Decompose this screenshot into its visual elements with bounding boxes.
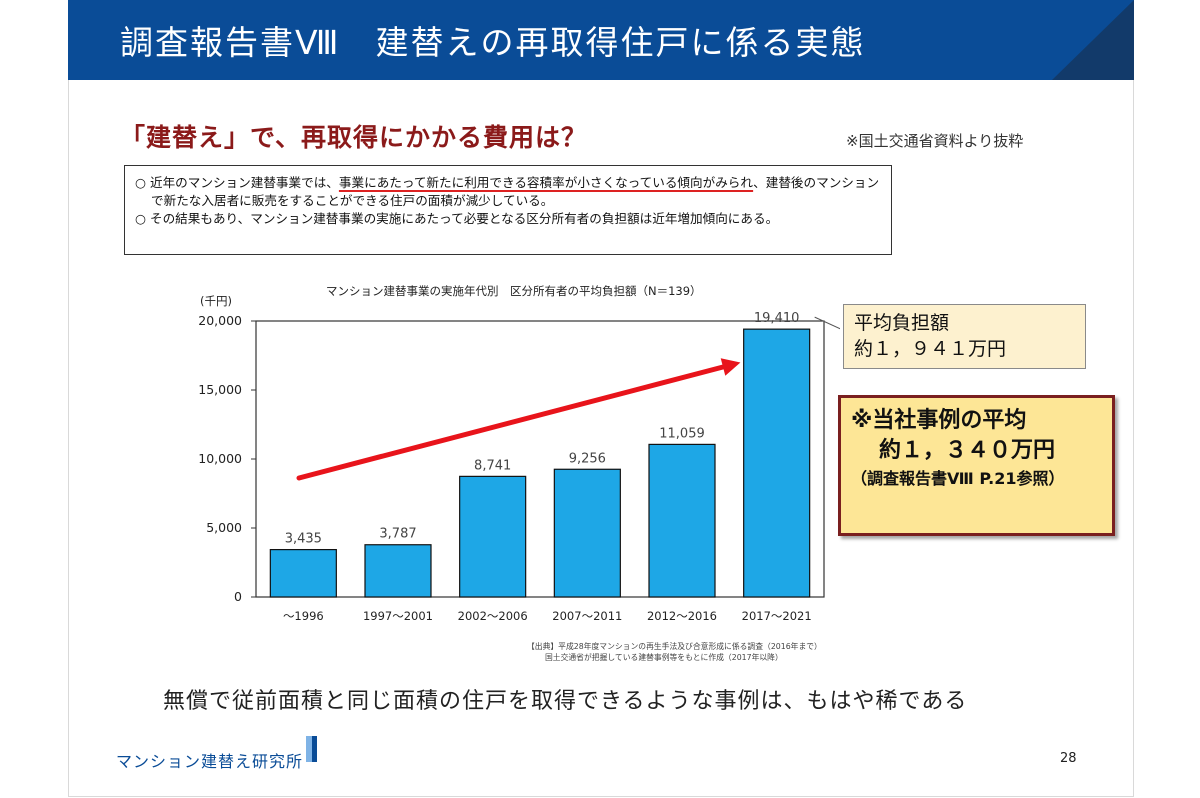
section-heading: 「建替え」で、再取得にかかる費用は？: [120, 123, 588, 152]
footnote-line-2: 国土交通省が把握している建替事例等をもとに作成（2017年以降）: [545, 653, 783, 662]
logo-text: マンション建替え研究所: [116, 752, 304, 771]
bar: [553, 468, 621, 598]
logo-mark-accent-icon: [312, 736, 317, 762]
footnote-line-1: 【出典】平成28年度マンションの再生手法及び合意形成に係る調査（2016年まで）: [527, 642, 822, 651]
summary-point-1-prefix: ○ 近年のマンション建替事業では、: [135, 175, 339, 190]
company-average-value: 約１，３４０万円: [879, 438, 1056, 463]
conclusion-text: 無償で従前面積と同じ面積の住戸を取得できるような事例は、もはや稀である: [163, 689, 968, 714]
x-tick-label: ～1996: [283, 609, 324, 623]
title-bar-corner: [1052, 0, 1134, 80]
summary-point-1: ○ 近年のマンション建替事業では、事業にあたって新たに利用できる容積率が小さくな…: [135, 174, 883, 209]
y-tick-label: 20,000: [198, 313, 242, 328]
y-tick-label: 0: [234, 589, 242, 604]
y-tick-label: 5,000: [206, 520, 242, 535]
bar: [459, 475, 527, 598]
chart-title: マンション建替事業の実施年代別 区分所有者の平均負担額（N＝139）: [326, 284, 702, 298]
x-tick-label: 2002～2006: [458, 609, 528, 623]
company-logo: マンション建替え研究所: [116, 734, 321, 771]
chart-source-footnote: 【出典】平成28年度マンションの再生手法及び合意形成に係る調査（2016年まで）…: [527, 641, 822, 663]
bar: [648, 443, 716, 598]
company-average-label: ※当社事例の平均: [851, 408, 1027, 433]
trend-arrow-line: [296, 364, 726, 481]
summary-point-1-suffix: 、建替後のマンションで新たな入居者に販売をすることができる住戸の面積が減少してい…: [151, 175, 880, 208]
page-number: 28: [1060, 751, 1077, 766]
x-tick-label: 2007～2011: [552, 609, 622, 623]
source-note: ※国土交通省資料より抜粋: [846, 132, 1024, 150]
average-burden-label: 平均負担額: [854, 312, 950, 334]
title-bar: 調査報告書Ⅷ 建替えの再取得住戸に係る実態: [68, 0, 1134, 80]
callout-leader-line: [814, 316, 840, 330]
bar-value-label: 8,741: [474, 458, 511, 473]
page-title: 調査報告書Ⅷ 建替えの再取得住戸に係る実態: [120, 23, 866, 62]
slide-frame: [68, 0, 1134, 797]
company-average-reference: （調査報告書Ⅷ P.21参照）: [851, 469, 1065, 488]
bar-value-label: 3,787: [379, 527, 416, 542]
x-tick-label: 2017～2021: [742, 609, 812, 623]
company-average-callout: ※当社事例の平均 約１，３４０万円 （調査報告書Ⅷ P.21参照）: [838, 395, 1115, 536]
x-tick-label: 1997～2001: [363, 609, 433, 623]
bar: [743, 328, 811, 598]
average-burden-callout: 平均負担額 約１，９４１万円: [843, 304, 1086, 369]
summary-point-2: ○ その結果もあり、マンション建替事業の実施にあたって必要となる区分所有者の負担…: [135, 211, 779, 226]
trend-arrow-head-icon: [720, 358, 741, 376]
summary-highlight: 事業にあたって新たに利用できる容積率が小さくなっている傾向がみられ: [338, 175, 754, 190]
bar: [364, 544, 432, 598]
y-axis-unit: (千円): [200, 294, 232, 308]
y-tick-label: 15,000: [198, 382, 242, 397]
logo-mark-icon: [306, 736, 316, 762]
bar-value-label: 9,256: [569, 451, 606, 466]
bar-value-label: 19,410: [754, 311, 800, 326]
bar-value-label: 11,059: [659, 426, 705, 441]
x-tick-label: 2012～2016: [647, 609, 717, 623]
bar: [269, 548, 337, 598]
summary-box: ○ 近年のマンション建替事業では、事業にあたって新たに利用できる容積率が小さくな…: [124, 165, 892, 255]
bar-chart: 0 5,000 10,000 15,000 20,000 3,435 ～1996 3,787 1…: [198, 311, 840, 623]
y-tick-label: 10,000: [198, 451, 242, 466]
average-burden-value: 約１，９４１万円: [854, 338, 1007, 360]
bar-value-label: 3,435: [285, 532, 322, 547]
